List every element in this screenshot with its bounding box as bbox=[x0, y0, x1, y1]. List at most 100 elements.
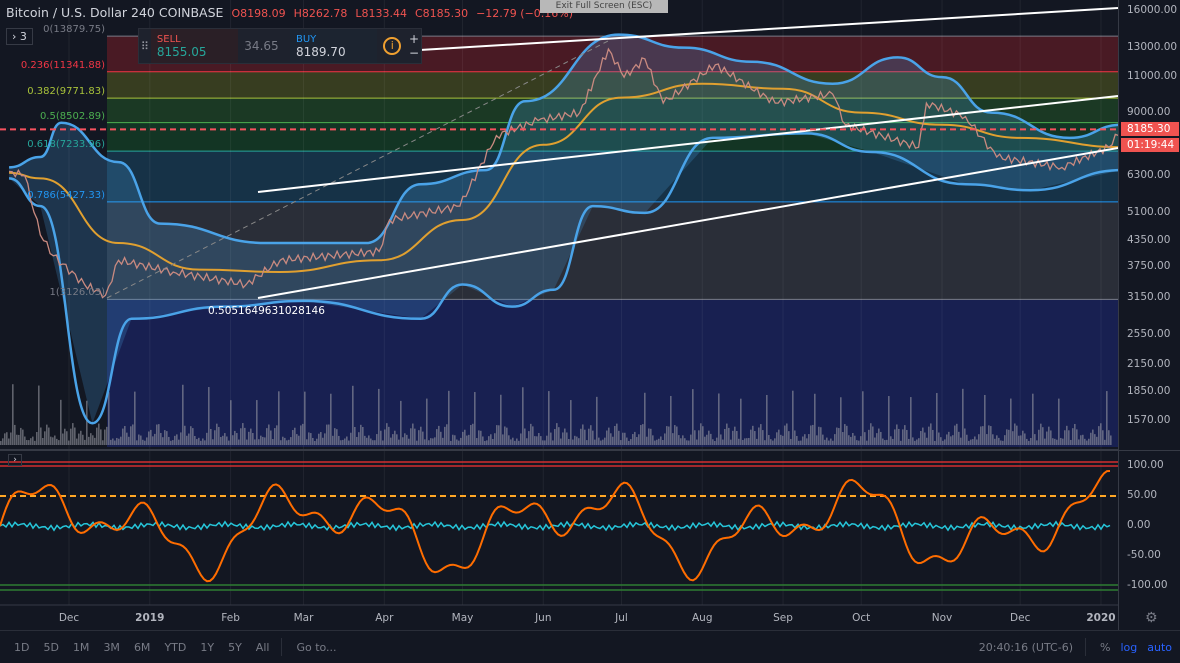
price-axis[interactable]: 16000.00 13000.00 11000.00 9000.00 6300.00 51… bbox=[1118, 0, 1180, 630]
ohlc-close: C8185.30 bbox=[414, 7, 469, 20]
zoom-out-icon[interactable]: − bbox=[409, 46, 420, 60]
volume-bar bbox=[66, 431, 68, 445]
volume-bar bbox=[870, 423, 872, 445]
volume-bar bbox=[622, 432, 624, 445]
volume-bar bbox=[398, 439, 400, 445]
range-button-6m[interactable]: 6M bbox=[133, 640, 151, 654]
volume-bar bbox=[610, 433, 612, 445]
volume-bar bbox=[274, 428, 276, 445]
price-tick-label: 4350.00 bbox=[1127, 233, 1171, 246]
volume-bar bbox=[896, 424, 898, 445]
volume-bar bbox=[1024, 433, 1026, 445]
volume-bar bbox=[278, 391, 280, 445]
volume-bar bbox=[928, 426, 930, 445]
exit-fullscreen-button[interactable]: Exit Full Screen (ESC) bbox=[540, 0, 668, 13]
volume-bar bbox=[646, 436, 648, 445]
range-button-5d[interactable]: 5D bbox=[43, 640, 59, 654]
time-tick-label: Mar bbox=[293, 612, 314, 624]
time-tick-label: Sep bbox=[773, 612, 793, 624]
volume-bar bbox=[1042, 427, 1044, 445]
range-button-5y[interactable]: 5Y bbox=[228, 640, 242, 654]
pane-separator[interactable] bbox=[1119, 450, 1180, 451]
range-button-1m[interactable]: 1M bbox=[72, 640, 90, 654]
sell-button[interactable]: SELL 8155.05 bbox=[150, 29, 239, 63]
volume-bar bbox=[868, 429, 870, 445]
volume-bar bbox=[826, 437, 828, 445]
volume-bar bbox=[370, 438, 372, 445]
volume-bar bbox=[466, 435, 468, 445]
volume-bar bbox=[508, 435, 510, 445]
volume-bar bbox=[636, 437, 638, 445]
volume-bar bbox=[774, 438, 776, 445]
price-tick-label: 2550.00 bbox=[1127, 328, 1171, 341]
volume-bar bbox=[26, 440, 28, 445]
volume-bar bbox=[394, 430, 396, 445]
drag-handle-icon[interactable]: ⠿ bbox=[140, 39, 149, 53]
range-button-3m[interactable]: 3M bbox=[103, 640, 120, 654]
volume-bar bbox=[994, 438, 996, 445]
volume-bar bbox=[70, 428, 72, 445]
volume-bar bbox=[418, 430, 420, 445]
volume-bar bbox=[60, 399, 62, 445]
volume-bar bbox=[666, 426, 668, 445]
volume-bar bbox=[496, 425, 498, 445]
volume-bar bbox=[678, 435, 680, 445]
volume-bar bbox=[328, 424, 330, 445]
log-scale-toggle[interactable]: log bbox=[1120, 640, 1138, 654]
volume-bar bbox=[270, 430, 272, 445]
bollinger-upper-band bbox=[9, 33, 1118, 245]
volume-bar bbox=[960, 437, 962, 445]
volume-bar bbox=[128, 436, 130, 445]
range-button-1y[interactable]: 1Y bbox=[200, 640, 215, 654]
volume-bar bbox=[44, 431, 46, 445]
goto-button[interactable]: Go to... bbox=[296, 640, 337, 654]
auto-scale-toggle[interactable]: auto bbox=[1147, 640, 1172, 654]
volume-bar bbox=[1008, 429, 1010, 445]
volume-bar bbox=[460, 437, 462, 445]
volume-bar bbox=[876, 433, 878, 445]
volume-bar bbox=[40, 427, 42, 445]
range-button-all[interactable]: All bbox=[255, 640, 270, 654]
volume-bar bbox=[118, 438, 120, 445]
volume-bar bbox=[52, 437, 54, 445]
volume-bar bbox=[616, 423, 618, 445]
volume-bar bbox=[954, 425, 956, 445]
volume-bar bbox=[376, 434, 378, 445]
volume-bar bbox=[138, 434, 140, 445]
range-button-ytd[interactable]: YTD bbox=[164, 640, 187, 654]
volume-bar bbox=[614, 425, 616, 445]
volume-bar bbox=[554, 429, 556, 445]
volume-bar bbox=[74, 427, 76, 445]
volume-bar bbox=[698, 430, 700, 445]
volume-bar bbox=[472, 423, 474, 445]
range-button-1d[interactable]: 1D bbox=[14, 640, 30, 654]
volume-bar bbox=[844, 424, 846, 445]
volume-bar bbox=[990, 426, 992, 445]
collapse-pane-chevron-icon[interactable]: › bbox=[8, 454, 22, 466]
volume-bar bbox=[82, 434, 84, 445]
indicator-legend-toggle[interactable]: › 3 bbox=[6, 28, 33, 45]
volume-bar bbox=[670, 395, 672, 445]
volume-bar bbox=[194, 435, 196, 445]
volume-bar bbox=[746, 438, 748, 445]
volume-bar bbox=[358, 432, 360, 445]
volume-bar bbox=[34, 440, 36, 445]
volume-bar bbox=[154, 433, 156, 445]
settings-gear-icon[interactable]: ⚙ bbox=[1145, 610, 1158, 626]
percent-scale-toggle[interactable]: % bbox=[1100, 640, 1111, 654]
zoom-in-icon[interactable]: + bbox=[409, 32, 420, 46]
volume-bar bbox=[448, 390, 450, 445]
volume-bar bbox=[444, 426, 446, 445]
volume-bar bbox=[756, 438, 758, 445]
volume-bar bbox=[594, 439, 596, 445]
volume-bar bbox=[58, 440, 60, 445]
volume-bar bbox=[582, 424, 584, 445]
buy-button[interactable]: BUY 8189.70 bbox=[289, 29, 378, 63]
oscillator-tick-label: 100.00 bbox=[1127, 459, 1164, 471]
volume-bar bbox=[524, 428, 526, 445]
chart-canvas[interactable] bbox=[0, 0, 1118, 630]
volume-bar bbox=[350, 432, 352, 445]
info-button[interactable]: i bbox=[377, 29, 407, 63]
volume-bar bbox=[846, 425, 848, 445]
volume-bar bbox=[1028, 440, 1030, 445]
